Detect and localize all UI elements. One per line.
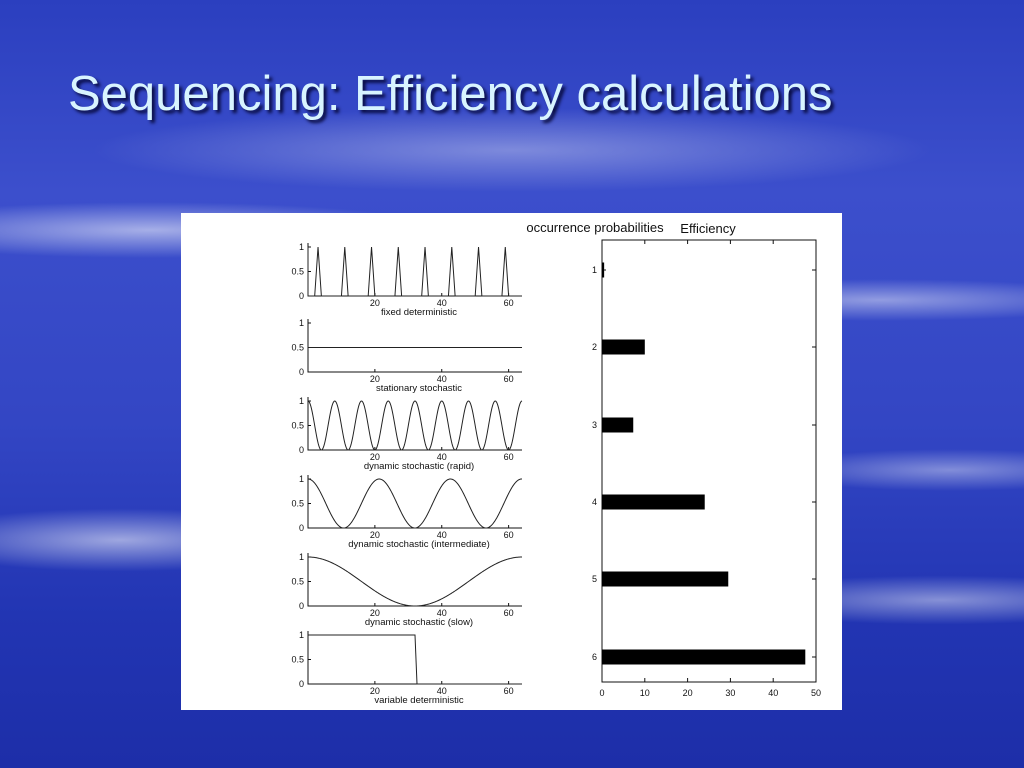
occurrence-title: occurrence probabilities xyxy=(526,220,664,235)
panel-axis xyxy=(307,243,522,297)
efficiency-bar-3 xyxy=(602,417,634,433)
efficiency-bar-1 xyxy=(602,262,605,278)
x-tick-label: 20 xyxy=(370,452,380,462)
y-tick-label: 0 xyxy=(299,445,304,455)
series-line xyxy=(308,634,522,685)
series-line xyxy=(307,400,523,451)
y-tick-label: 1 xyxy=(299,242,304,252)
category-label: 5 xyxy=(592,574,597,584)
x-tick-label: 60 xyxy=(504,608,514,618)
category-label: 3 xyxy=(592,420,597,430)
efficiency-title: Efficiency xyxy=(680,221,736,236)
category-label: 2 xyxy=(592,342,597,352)
panel-4: 0 0.5 1 20 40 60 dynamic stochastic (intermedi… xyxy=(291,474,523,550)
efficiency-bar-5 xyxy=(602,571,729,587)
x-tick-label: 20 xyxy=(370,298,380,308)
x-tick-label: 20 xyxy=(370,608,380,618)
series-line xyxy=(307,246,522,297)
x-tick-label: 20 xyxy=(370,686,380,696)
y-tick-label: 1 xyxy=(299,552,304,562)
y-tick-label: 0 xyxy=(299,291,304,301)
x-tick-label: 60 xyxy=(504,530,514,540)
figure-panel: occurrence probabilities 0 0.5 1 20 40 60 fixed… xyxy=(181,213,842,710)
y-tick-label: 0.5 xyxy=(291,421,304,431)
panel-caption: dynamic stochastic (slow) xyxy=(365,617,473,628)
y-tick-label: 1 xyxy=(299,630,304,640)
x-tick-label: 40 xyxy=(437,530,447,540)
panel-1: 0 0.5 1 20 40 60 fixed deterministic xyxy=(291,242,522,318)
efficiency-bar-6 xyxy=(602,649,806,665)
x-tick-label: 20 xyxy=(683,688,693,698)
x-tick-label: 40 xyxy=(437,452,447,462)
panel-3: 0 0.5 1 20 40 60 dynamic stochastic (rapid) xyxy=(291,396,523,472)
efficiency-bar-2 xyxy=(602,339,645,355)
series-line xyxy=(307,478,523,529)
x-tick-label: 20 xyxy=(370,530,380,540)
y-tick-label: 1 xyxy=(299,474,304,484)
y-tick-label: 0.5 xyxy=(291,577,304,587)
panel-caption: dynamic stochastic (intermediate) xyxy=(348,539,490,550)
panel-axis xyxy=(307,553,522,607)
series-line xyxy=(308,556,522,607)
slide-title: Sequencing: Efficiency calculations xyxy=(68,67,833,121)
x-tick-label: 40 xyxy=(437,686,447,696)
x-tick-label: 40 xyxy=(437,374,447,384)
y-tick-label: 0 xyxy=(299,679,304,689)
x-tick-label: 40 xyxy=(768,688,778,698)
panel-2: 0 0.5 1 20 40 60 stationary stochastic xyxy=(291,318,522,394)
category-label: 4 xyxy=(592,497,597,507)
x-tick-label: 0 xyxy=(599,688,604,698)
y-tick-label: 0.5 xyxy=(291,343,304,353)
panel-caption: fixed deterministic xyxy=(381,307,457,318)
panel-axis xyxy=(307,475,522,529)
efficiency-frame xyxy=(601,239,817,683)
panel-6: 0 0.5 1 20 40 60 variable deterministic xyxy=(291,630,522,706)
x-tick-label: 50 xyxy=(811,688,821,698)
y-tick-label: 0 xyxy=(299,523,304,533)
panel-5: 0 0.5 1 20 40 60 dynamic stochastic (slow) xyxy=(291,552,522,628)
category-label: 6 xyxy=(592,652,597,662)
panel-axis xyxy=(307,397,522,451)
x-tick-label: 60 xyxy=(504,374,514,384)
panel-caption: stationary stochastic xyxy=(376,383,462,394)
x-tick-label: 20 xyxy=(370,374,380,384)
panel-caption: variable deterministic xyxy=(374,695,463,706)
x-tick-label: 60 xyxy=(504,452,514,462)
x-tick-label: 60 xyxy=(504,686,514,696)
y-tick-label: 0 xyxy=(299,367,304,377)
y-tick-label: 1 xyxy=(299,318,304,328)
x-tick-label: 40 xyxy=(437,298,447,308)
y-tick-label: 1 xyxy=(299,396,304,406)
x-tick-label: 60 xyxy=(504,298,514,308)
panel-caption: dynamic stochastic (rapid) xyxy=(364,461,474,472)
x-tick-label: 40 xyxy=(437,608,447,618)
category-label: 1 xyxy=(592,265,597,275)
efficiency-bar-4 xyxy=(602,494,705,510)
y-tick-label: 0.5 xyxy=(291,499,304,509)
y-tick-label: 0.5 xyxy=(291,655,304,665)
x-tick-label: 30 xyxy=(725,688,735,698)
y-tick-label: 0.5 xyxy=(291,267,304,277)
y-tick-label: 0 xyxy=(299,601,304,611)
panel-axis xyxy=(307,319,522,373)
x-tick-label: 10 xyxy=(640,688,650,698)
